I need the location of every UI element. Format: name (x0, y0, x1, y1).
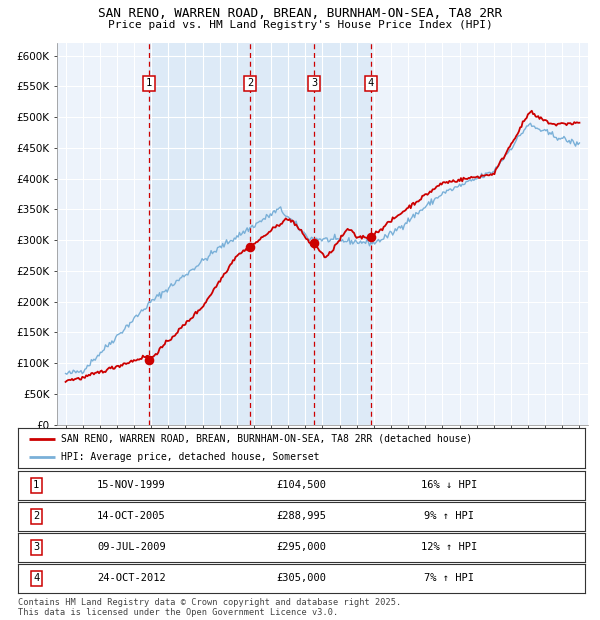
Text: £305,000: £305,000 (277, 574, 326, 583)
Bar (149, 43, 371, 425)
Point (310, 238, 319, 248)
Text: 15-NOV-1999: 15-NOV-1999 (97, 480, 166, 490)
Point (366, 232, 376, 242)
Text: 1: 1 (33, 480, 39, 490)
Text: Price paid vs. HM Land Registry's House Price Index (HPI): Price paid vs. HM Land Registry's House … (107, 20, 493, 30)
Text: 12% ↑ HPI: 12% ↑ HPI (421, 542, 477, 552)
Text: 4: 4 (33, 574, 39, 583)
Text: 24-OCT-2012: 24-OCT-2012 (97, 574, 166, 583)
Text: 3: 3 (311, 79, 317, 89)
Text: Contains HM Land Registry data © Crown copyright and database right 2025.
This d: Contains HM Land Registry data © Crown c… (18, 598, 401, 617)
Text: 16% ↓ HPI: 16% ↓ HPI (421, 480, 477, 490)
Point (245, 242, 255, 252)
Text: 2: 2 (33, 512, 39, 521)
Text: SAN RENO, WARREN ROAD, BREAN, BURNHAM-ON-SEA, TA8 2RR (detached house): SAN RENO, WARREN ROAD, BREAN, BURNHAM-ON… (61, 433, 472, 444)
Text: 2: 2 (247, 79, 254, 89)
Text: 14-OCT-2005: 14-OCT-2005 (97, 512, 166, 521)
Text: £104,500: £104,500 (277, 480, 326, 490)
Point (144, 355, 154, 365)
Text: 9% ↑ HPI: 9% ↑ HPI (424, 512, 474, 521)
Text: HPI: Average price, detached house, Somerset: HPI: Average price, detached house, Some… (61, 452, 319, 463)
Text: 1: 1 (146, 79, 152, 89)
Text: 09-JUL-2009: 09-JUL-2009 (97, 542, 166, 552)
Text: 3: 3 (33, 542, 39, 552)
Text: 4: 4 (368, 79, 374, 89)
Text: £295,000: £295,000 (277, 542, 326, 552)
Text: £288,995: £288,995 (277, 512, 326, 521)
Text: SAN RENO, WARREN ROAD, BREAN, BURNHAM-ON-SEA, TA8 2RR: SAN RENO, WARREN ROAD, BREAN, BURNHAM-ON… (98, 7, 502, 20)
Text: 7% ↑ HPI: 7% ↑ HPI (424, 574, 474, 583)
